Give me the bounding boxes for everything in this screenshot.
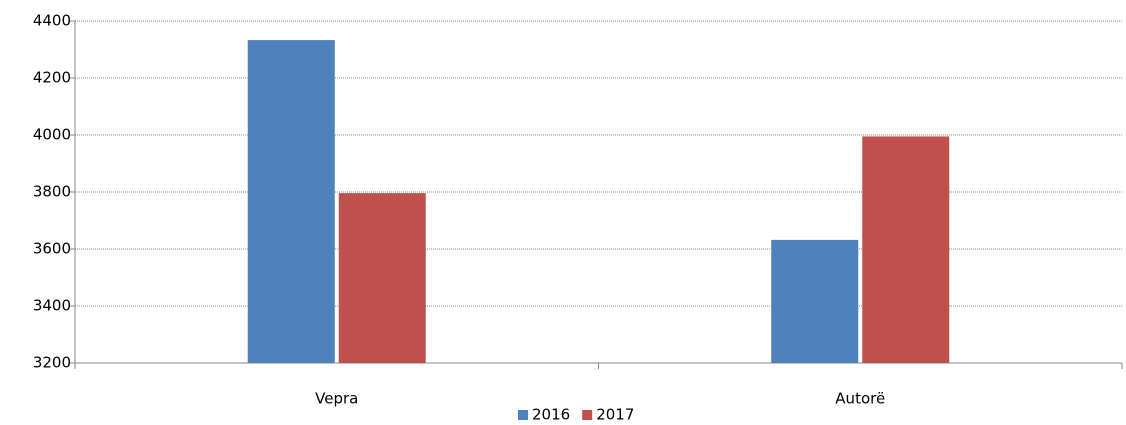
bar — [247, 40, 335, 363]
bar — [338, 193, 426, 363]
x-tick-label: Autorë — [835, 390, 885, 408]
y-tick-label: 3800 — [33, 183, 71, 201]
legend-swatch — [582, 410, 593, 420]
bar — [862, 136, 950, 363]
y-tick-label: 4400 — [33, 12, 71, 30]
y-tick-label: 4000 — [33, 126, 71, 144]
bar — [771, 239, 859, 363]
legend-swatch — [518, 410, 528, 420]
y-tick-label: 3200 — [33, 354, 71, 372]
y-tick-label: 3600 — [33, 240, 71, 258]
legend-label: 2017 — [596, 406, 634, 424]
legend-label: 2016 — [532, 406, 570, 424]
y-tick-label: 4200 — [33, 69, 71, 87]
y-tick-label: 3400 — [33, 297, 71, 315]
x-tick-label: Vepra — [315, 390, 358, 408]
